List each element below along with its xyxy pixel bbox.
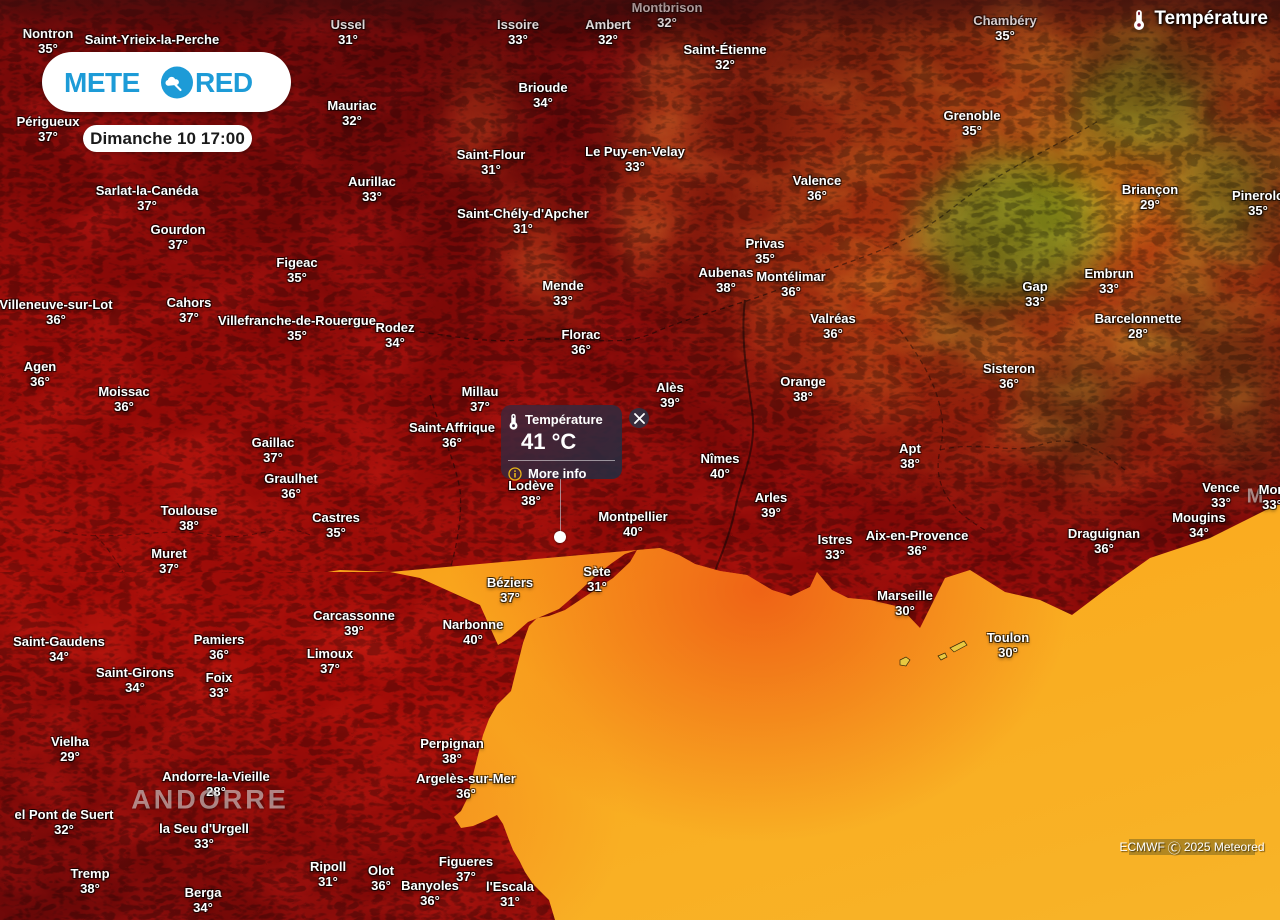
svg-text:METE: METE: [64, 67, 140, 98]
svg-text:RED: RED: [195, 67, 253, 98]
